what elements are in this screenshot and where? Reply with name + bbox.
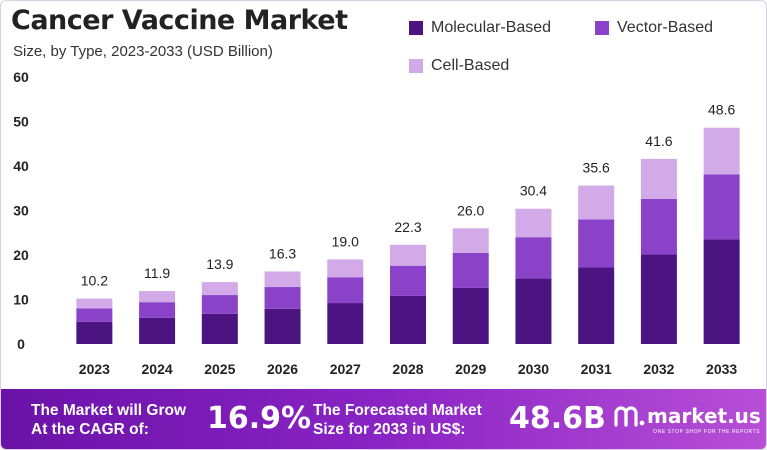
bar-segment-cell-based: [578, 185, 615, 220]
x-tick-label: 2027: [330, 361, 361, 377]
bar-segment-cell-based: [76, 298, 113, 309]
chart-title: Cancer Vaccine Market: [11, 5, 348, 36]
bar-segment-vector-based: [703, 174, 740, 240]
forecast-caption-line1: The Forecasted Market: [313, 402, 482, 419]
bar-total-label: 22.3: [394, 219, 421, 235]
bar-segment-vector-based: [139, 302, 176, 318]
cagr-value: 16.9%: [207, 401, 312, 436]
bar-segment-molecular-based: [76, 321, 113, 344]
bar-total-label: 11.9: [144, 265, 170, 281]
bar-segment-molecular-based: [578, 267, 615, 344]
legend-swatch-vector: [595, 21, 609, 35]
bar-segment-cell-based: [703, 127, 740, 175]
x-tick-label: 2029: [455, 361, 486, 377]
bar-segment-molecular-based: [264, 308, 301, 344]
bar-segment-molecular-based: [390, 295, 426, 344]
market-us-logo-icon: [614, 406, 645, 427]
bar-total-label: 41.6: [645, 133, 672, 149]
forecast-caption-line2: Size for 2033 in US$:: [313, 421, 466, 438]
bar-total-label: 13.9: [206, 256, 233, 272]
x-tick-label: 2030: [518, 361, 549, 377]
logo-name: market.us: [647, 404, 761, 428]
legend-item-vector: Vector-Based: [595, 19, 713, 37]
bar-segment-cell-based: [515, 208, 552, 238]
x-tick-label: 2028: [392, 361, 423, 377]
bar-total-label: 35.6: [583, 160, 610, 176]
bar-segment-molecular-based: [327, 303, 364, 344]
bar-segment-molecular-based: [201, 313, 238, 344]
forecast-value: 48.6B: [509, 401, 606, 436]
legend-item-molecular: Molecular-Based: [409, 19, 551, 37]
bar-segment-vector-based: [640, 198, 677, 255]
bar-total-label: 30.4: [520, 183, 547, 199]
bar-segment-vector-based: [327, 277, 364, 304]
legend-label-molecular: Molecular-Based: [431, 19, 552, 36]
bar-segment-cell-based: [264, 271, 301, 288]
bar-segment-vector-based: [76, 308, 113, 322]
x-tick-label: 2023: [79, 361, 110, 377]
stacked-bar-chart: 010203040506010.2202311.9202413.9202516.…: [13, 69, 740, 377]
bar-segment-vector-based: [264, 287, 301, 309]
legend-label-vector: Vector-Based: [617, 19, 714, 36]
bar-segment-cell-based: [139, 291, 176, 303]
x-tick-label: 2024: [142, 361, 173, 377]
bar-segment-vector-based: [515, 237, 552, 279]
x-tick-label: 2025: [204, 361, 235, 377]
x-tick-label: 2032: [643, 361, 674, 377]
legend-swatch-molecular: [409, 21, 423, 35]
cagr-caption: The Market will Grow At the CAGR of:: [31, 401, 186, 439]
y-tick-label: 20: [13, 247, 29, 263]
y-tick-label: 60: [13, 69, 29, 85]
legend-label-cell: Cell-Based: [431, 57, 510, 74]
y-tick-label: 40: [13, 158, 29, 174]
y-tick-label: 50: [13, 114, 29, 130]
chart-subtitle: Size, by Type, 2023-2033 (USD Billion): [13, 43, 273, 60]
bar-total-label: 19.0: [332, 233, 359, 249]
bar-total-label: 26.0: [457, 202, 484, 218]
bar-segment-molecular-based: [139, 317, 176, 344]
bar-total-label: 48.6: [708, 102, 735, 118]
bar-segment-cell-based: [201, 282, 238, 296]
y-tick-label: 0: [17, 336, 25, 352]
bar-segment-molecular-based: [640, 254, 677, 344]
cagr-caption-line1: The Market will Grow: [31, 402, 187, 419]
x-tick-label: 2031: [581, 361, 612, 377]
bar-segment-vector-based: [452, 252, 489, 288]
y-tick-label: 10: [13, 292, 29, 308]
logo-tagline: ONE STOP SHOP FOR THE REPORTS: [653, 429, 761, 435]
x-tick-label: 2026: [267, 361, 298, 377]
bar-segment-cell-based: [327, 259, 364, 278]
footer-banner: The Market will Grow At the CAGR of: 16.…: [1, 389, 766, 449]
bar-segment-vector-based: [201, 295, 238, 314]
bar-segment-cell-based: [452, 228, 489, 253]
bar-segment-vector-based: [390, 265, 426, 296]
bar-segment-vector-based: [578, 219, 615, 268]
bar-segment-cell-based: [640, 158, 677, 199]
bar-total-label: 16.3: [269, 245, 296, 261]
bar-segment-molecular-based: [515, 278, 552, 344]
forecast-caption: The Forecasted Market Size for 2033 in U…: [313, 401, 482, 439]
x-tick-label: 2033: [706, 361, 737, 377]
cagr-caption-line2: At the CAGR of:: [31, 421, 149, 438]
bar-total-label: 10.2: [81, 273, 108, 289]
market-us-logo[interactable]: market.us ONE STOP SHOP FOR THE REPORTS: [613, 403, 761, 435]
y-tick-label: 30: [13, 203, 29, 219]
legend-swatch-cell: [409, 59, 423, 73]
legend-item-cell: Cell-Based: [409, 57, 509, 75]
bar-segment-cell-based: [390, 244, 426, 266]
bar-segment-molecular-based: [452, 287, 489, 344]
bar-segment-molecular-based: [703, 239, 740, 344]
